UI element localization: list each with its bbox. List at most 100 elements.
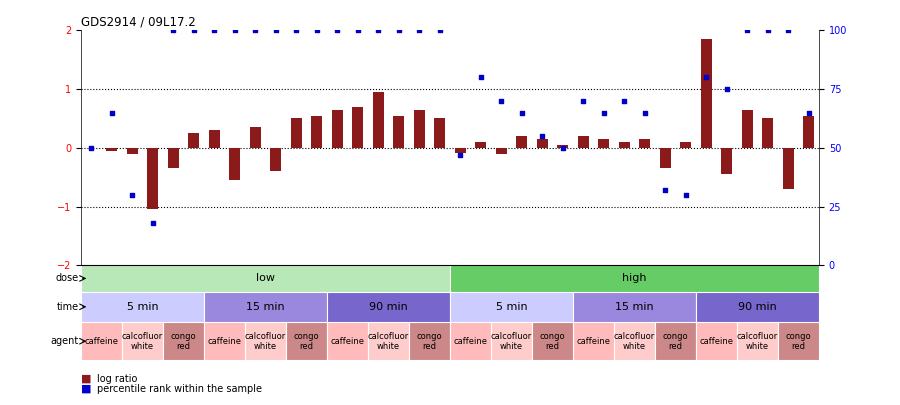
- Bar: [393, 115, 404, 148]
- Bar: [127, 148, 138, 153]
- Text: dose: dose: [56, 273, 79, 283]
- Text: congo
red: congo red: [540, 332, 565, 351]
- Bar: [614, 322, 655, 360]
- Text: ■: ■: [81, 374, 92, 384]
- Bar: [163, 322, 204, 360]
- Bar: [639, 139, 651, 148]
- Point: [760, 27, 775, 34]
- Bar: [245, 322, 286, 360]
- Bar: [249, 127, 261, 148]
- Bar: [578, 136, 589, 148]
- Bar: [409, 322, 450, 360]
- Point: [637, 109, 652, 116]
- Point: [166, 27, 180, 34]
- Bar: [204, 292, 327, 322]
- Point: [186, 27, 201, 34]
- Bar: [291, 118, 302, 148]
- Bar: [737, 322, 778, 360]
- Bar: [327, 322, 368, 360]
- Bar: [803, 115, 815, 148]
- Bar: [270, 148, 282, 171]
- Bar: [721, 148, 733, 174]
- Bar: [536, 139, 548, 148]
- Point: [146, 220, 160, 226]
- Bar: [655, 322, 696, 360]
- Bar: [696, 322, 737, 360]
- Text: congo
red: congo red: [171, 332, 196, 351]
- Bar: [230, 148, 240, 180]
- Bar: [778, 322, 819, 360]
- Text: caffeine: caffeine: [699, 337, 734, 346]
- Bar: [762, 118, 773, 148]
- Point: [781, 27, 796, 34]
- Text: calcofluor
white: calcofluor white: [245, 332, 286, 351]
- Bar: [450, 292, 573, 322]
- Text: low: low: [256, 273, 275, 283]
- Point: [719, 86, 733, 92]
- Text: calcofluor
white: calcofluor white: [614, 332, 655, 351]
- Point: [535, 133, 549, 139]
- Bar: [204, 322, 245, 360]
- Text: 15 min: 15 min: [616, 302, 653, 312]
- Point: [802, 109, 816, 116]
- Point: [84, 145, 98, 151]
- Text: 5 min: 5 min: [127, 302, 158, 312]
- Bar: [450, 322, 491, 360]
- Text: caffeine: caffeine: [330, 337, 365, 346]
- Text: percentile rank within the sample: percentile rank within the sample: [97, 384, 262, 394]
- Bar: [286, 322, 327, 360]
- Text: 90 min: 90 min: [738, 302, 777, 312]
- Point: [473, 74, 488, 81]
- Bar: [598, 139, 609, 148]
- Point: [699, 74, 714, 81]
- Point: [392, 27, 406, 34]
- Point: [679, 192, 693, 198]
- Bar: [700, 39, 712, 148]
- Bar: [557, 145, 569, 148]
- Text: caffeine: caffeine: [454, 337, 488, 346]
- Point: [617, 98, 632, 104]
- Point: [330, 27, 345, 34]
- Point: [104, 109, 119, 116]
- Bar: [660, 148, 670, 168]
- Bar: [81, 265, 450, 292]
- Point: [555, 145, 570, 151]
- Bar: [742, 110, 753, 148]
- Point: [453, 151, 467, 158]
- Bar: [454, 148, 466, 153]
- Bar: [352, 107, 364, 148]
- Point: [207, 27, 221, 34]
- Text: high: high: [622, 273, 647, 283]
- Bar: [167, 148, 179, 168]
- Bar: [81, 322, 122, 360]
- Text: ■: ■: [81, 384, 92, 394]
- Point: [350, 27, 365, 34]
- Point: [740, 27, 754, 34]
- Bar: [81, 292, 204, 322]
- Bar: [532, 322, 573, 360]
- Point: [597, 109, 611, 116]
- Text: congo
red: congo red: [417, 332, 442, 351]
- Bar: [414, 110, 425, 148]
- Bar: [618, 142, 630, 148]
- Point: [515, 109, 529, 116]
- Bar: [516, 136, 527, 148]
- Bar: [209, 130, 220, 148]
- Bar: [491, 322, 532, 360]
- Bar: [368, 322, 409, 360]
- Text: GDS2914 / 09L17.2: GDS2914 / 09L17.2: [81, 15, 196, 28]
- Bar: [783, 148, 794, 189]
- Bar: [331, 110, 343, 148]
- Text: caffeine: caffeine: [208, 337, 241, 346]
- Bar: [311, 115, 322, 148]
- Point: [289, 27, 303, 34]
- Point: [125, 192, 140, 198]
- Bar: [475, 142, 486, 148]
- Text: agent: agent: [50, 336, 79, 346]
- Bar: [434, 118, 446, 148]
- Text: log ratio: log ratio: [97, 374, 138, 384]
- Bar: [696, 292, 819, 322]
- Text: 90 min: 90 min: [369, 302, 408, 312]
- Bar: [496, 148, 507, 153]
- Text: time: time: [57, 302, 79, 312]
